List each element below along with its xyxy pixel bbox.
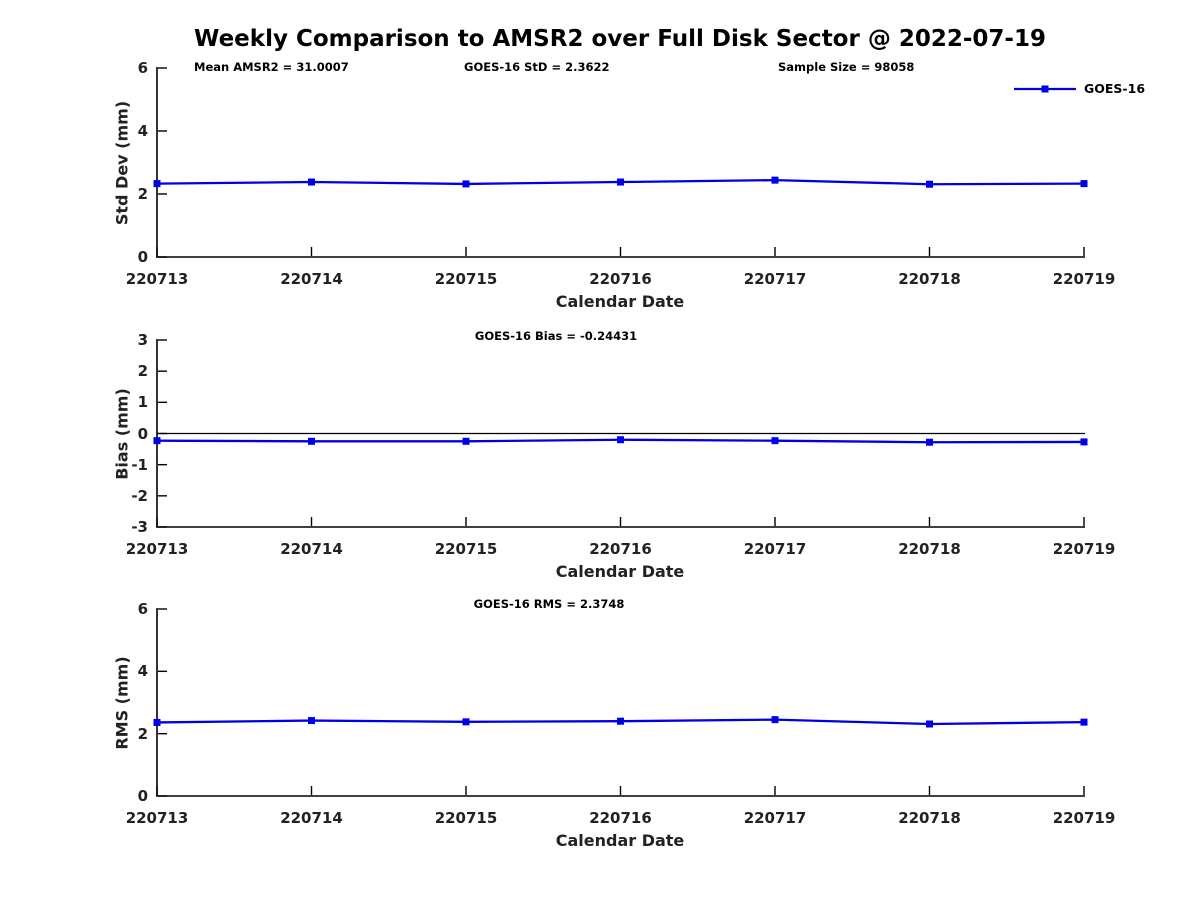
y-tick-label: 4 [137, 662, 148, 681]
goes16-rms-annotation: GOES-16 RMS = 2.3748 [473, 597, 625, 611]
x-tick-label: 220713 [125, 540, 189, 558]
std-dev-plot-area [153, 67, 1088, 258]
x-tick-label: 220716 [589, 809, 652, 827]
rms-plot-area [153, 608, 1088, 797]
y-tick-label: 2 [137, 185, 148, 203]
y-tick-label: 0 [137, 248, 148, 266]
x-tick-label: 220716 [589, 270, 652, 288]
goes16-std-annotation: GOES-16 StD = 2.3622 [464, 60, 610, 74]
x-tick-label: 220715 [434, 270, 498, 288]
x-tick-label: 220719 [1052, 540, 1116, 558]
x-axis-label: Calendar Date [555, 562, 685, 581]
page-title: Weekly Comparison to AMSR2 over Full Dis… [194, 26, 1046, 52]
x-tick-label: 220714 [280, 809, 343, 827]
x-tick-label: 220717 [743, 540, 807, 558]
x-tick-label: 220713 [125, 809, 189, 827]
y-tick-label: -1 [131, 455, 148, 474]
sample-size-annotation: Sample Size = 98058 [778, 60, 915, 74]
y-tick-label: 4 [137, 122, 148, 140]
y-tick-label: 6 [137, 600, 148, 618]
x-tick-label: 220713 [125, 270, 189, 288]
x-tick-label: 220714 [280, 270, 343, 288]
x-axis-label: Calendar Date [555, 831, 685, 850]
std-dev-subplot: Mean AMSR2 = 31.0007 GOES-16 StD = 2.362… [113, 59, 1146, 311]
x-axis-label: Calendar Date [555, 292, 685, 311]
y-tick-label: 2 [137, 724, 148, 743]
x-tick-label: 220715 [434, 809, 498, 827]
rms-subplot: GOES-16 RMS = 2.3748 RMS (mm) Calendar D… [113, 597, 1116, 850]
y-tick-label: 0 [137, 787, 148, 805]
bias-plot-area [153, 339, 1088, 528]
mean-amsr2-annotation: Mean AMSR2 = 31.0007 [194, 60, 349, 74]
bias-subplot: GOES-16 Bias = -0.24431 Bias (mm) Calend… [113, 329, 1116, 581]
goes16-bias-annotation: GOES-16 Bias = -0.24431 [474, 329, 638, 343]
y-tick-label: -2 [131, 486, 148, 505]
x-tick-label: 220718 [898, 540, 961, 558]
y-tick-label: 1 [137, 393, 148, 412]
x-tick-label: 220717 [743, 270, 807, 288]
x-tick-label: 220714 [280, 540, 343, 558]
x-tick-label: 220719 [1052, 809, 1116, 827]
y-tick-label: 2 [137, 362, 148, 381]
y-tick-label: 0 [137, 424, 148, 443]
y-tick-label: 3 [137, 331, 148, 349]
y-tick-label: 6 [137, 59, 148, 77]
std-dev-y-axis-label: Std Dev (mm) [112, 100, 132, 225]
y-tick-label: -3 [131, 518, 148, 536]
legend: GOES-16 [1014, 81, 1145, 96]
x-tick-label: 220718 [898, 270, 961, 288]
legend-line-marker-icon [1014, 85, 1076, 92]
x-tick-label: 220718 [898, 809, 961, 827]
x-tick-label: 220716 [589, 540, 652, 558]
x-tick-label: 220719 [1052, 270, 1116, 288]
x-tick-label: 220717 [743, 809, 807, 827]
legend-label: GOES-16 [1084, 81, 1146, 96]
x-tick-label: 220715 [434, 540, 498, 558]
